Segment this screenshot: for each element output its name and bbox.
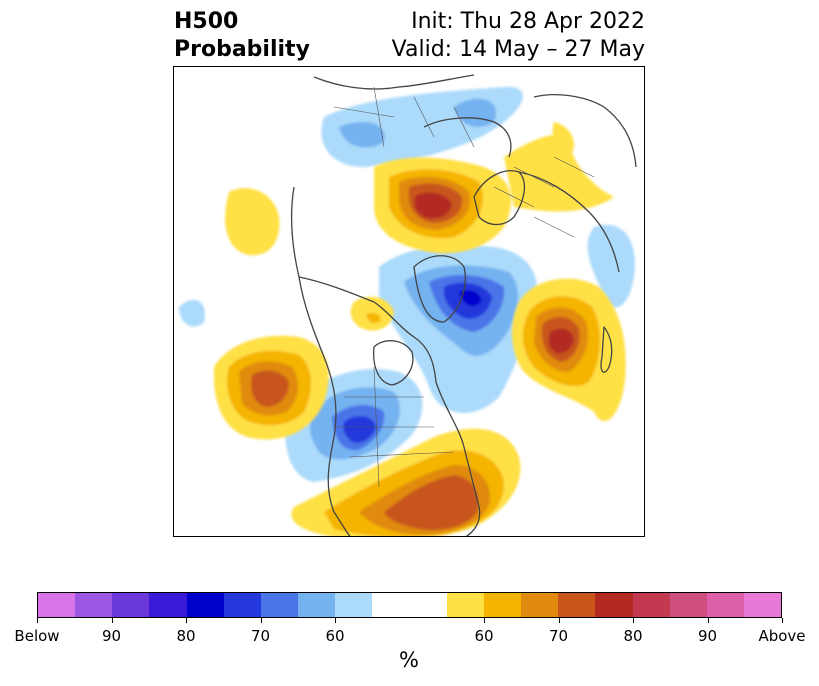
map-canvas bbox=[179, 74, 637, 536]
colorbar-cell bbox=[632, 593, 670, 617]
colorbar-cell bbox=[743, 593, 782, 617]
colorbar-tick-mark bbox=[708, 618, 709, 623]
country-borders bbox=[333, 86, 595, 488]
valid-dates: Valid: 14 May – 27 May bbox=[391, 37, 645, 62]
colorbar-cell bbox=[558, 593, 596, 617]
plot-title: H500 Probability bbox=[174, 8, 310, 64]
colorbar-cell bbox=[38, 593, 76, 617]
colorbar-unit-label: % bbox=[399, 648, 419, 672]
above-normal-areas bbox=[213, 122, 626, 536]
colorbar-cell bbox=[298, 593, 336, 617]
colorbar-tick-label: 60 bbox=[325, 627, 345, 645]
colorbar-tick-label: 90 bbox=[101, 627, 122, 645]
colorbar-tick-label: 80 bbox=[176, 627, 196, 645]
colorbar-tick-label: 90 bbox=[697, 627, 718, 645]
probability-map bbox=[173, 66, 645, 537]
colorbar-cell bbox=[409, 593, 447, 617]
colorbar-tick-label: Above bbox=[758, 627, 806, 645]
colorbar-tick-label: 80 bbox=[623, 627, 643, 645]
colorbar-tick-mark bbox=[335, 618, 336, 623]
colorbar-tick-label: 60 bbox=[474, 627, 494, 645]
colorbar-cell bbox=[372, 593, 410, 617]
plot-dates: Init: Thu 28 Apr 2022 Valid: 14 May – 27… bbox=[392, 8, 645, 64]
colorbar-tick-label: 70 bbox=[548, 627, 569, 645]
colorbar-cell bbox=[483, 593, 522, 617]
colorbar-tick-mark bbox=[633, 618, 634, 623]
colorbar-cell bbox=[149, 593, 187, 617]
colorbar-tick-mark bbox=[37, 618, 38, 623]
colorbar-cell bbox=[186, 593, 224, 617]
colorbar-cell bbox=[669, 593, 707, 617]
colorbar-tick-mark bbox=[112, 618, 113, 623]
colorbar-cell bbox=[706, 593, 744, 617]
colorbar-tick-mark bbox=[484, 618, 485, 623]
colorbar-tick-label: Below bbox=[14, 627, 60, 645]
below-normal-areas bbox=[179, 86, 635, 482]
colorbar-cell bbox=[446, 593, 484, 617]
colorbar-tick-label: 70 bbox=[250, 627, 271, 645]
colorbar-cell bbox=[260, 593, 299, 617]
colorbar-tick-mark bbox=[559, 618, 560, 623]
colorbar-tick-mark bbox=[261, 618, 262, 623]
colorbar-cell bbox=[223, 593, 261, 617]
colorbar-tick-mark bbox=[186, 618, 187, 623]
coastlines bbox=[290, 74, 637, 536]
title-line-1: H500 bbox=[174, 9, 239, 34]
title-line-2: Probability bbox=[174, 37, 310, 62]
colorbar-cell bbox=[335, 593, 373, 617]
colorbar-cell bbox=[595, 593, 633, 617]
colorbar-cell bbox=[112, 593, 150, 617]
colorbar-tick-mark bbox=[782, 618, 783, 623]
colorbar-cell bbox=[75, 593, 113, 617]
colorbar bbox=[37, 592, 782, 618]
colorbar-cell bbox=[521, 593, 559, 617]
init-date: Init: Thu 28 Apr 2022 bbox=[411, 9, 645, 34]
